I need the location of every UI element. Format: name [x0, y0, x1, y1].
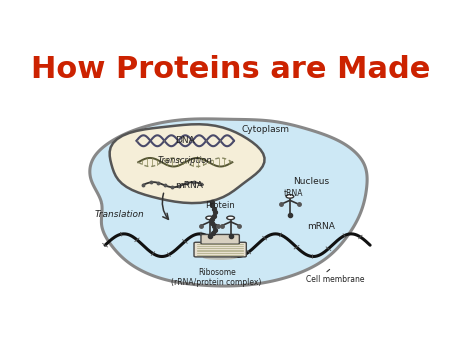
FancyBboxPatch shape	[194, 242, 246, 257]
Text: tRNA: tRNA	[284, 189, 303, 198]
Ellipse shape	[206, 216, 214, 220]
Text: Nucleus: Nucleus	[293, 177, 329, 186]
FancyBboxPatch shape	[201, 235, 239, 244]
Text: Cytoplasm: Cytoplasm	[242, 124, 289, 134]
Text: Transcription: Transcription	[158, 156, 212, 165]
Text: Protein: Protein	[205, 201, 235, 210]
Text: DNA: DNA	[176, 136, 195, 145]
Text: Translation: Translation	[94, 211, 144, 219]
Ellipse shape	[227, 216, 234, 220]
Text: mRNA: mRNA	[175, 181, 202, 190]
Text: Cell membrane: Cell membrane	[306, 275, 364, 284]
Text: mRNA: mRNA	[307, 222, 335, 231]
Text: Ribosome
(rRNA/protein complex): Ribosome (rRNA/protein complex)	[171, 268, 262, 287]
Polygon shape	[110, 124, 265, 203]
Ellipse shape	[286, 195, 294, 198]
Polygon shape	[90, 119, 367, 286]
Ellipse shape	[202, 255, 238, 260]
Text: How Proteins are Made: How Proteins are Made	[31, 55, 430, 84]
